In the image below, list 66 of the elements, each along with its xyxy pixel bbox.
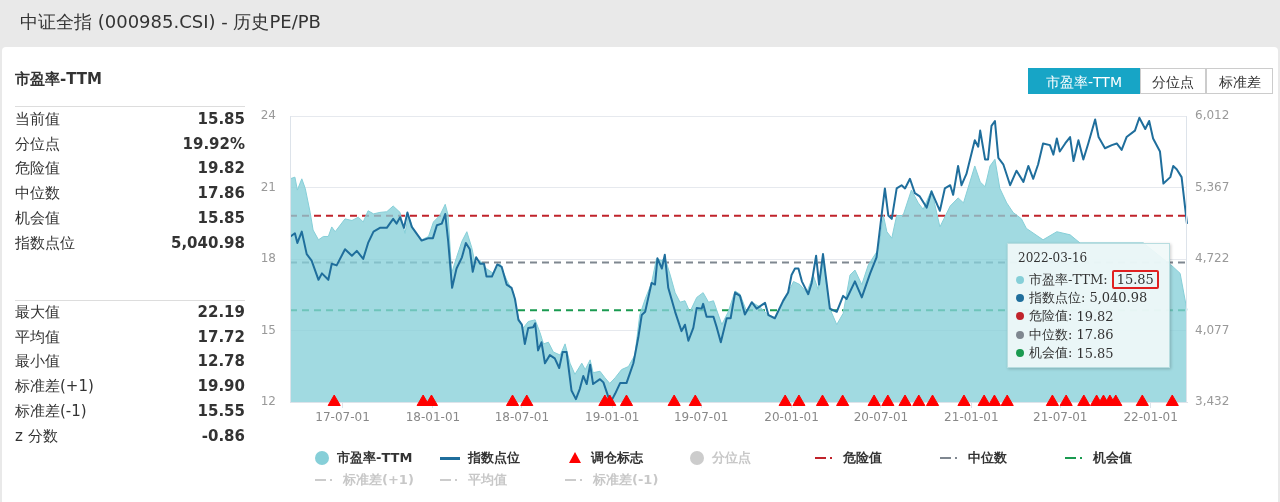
x-tick-label: 22-01-01 (1123, 410, 1178, 425)
annotation: 17.86 (1076, 327, 1114, 342)
x-tick-label: 18-01-01 (405, 410, 461, 425)
text: 分位点 (15, 134, 60, 154)
text: -0.86 (200, 426, 245, 445)
text: 15.85 (196, 208, 245, 227)
annotation: 危险值: (1029, 307, 1073, 325)
annotation: 2022-03-16 (1018, 251, 1088, 265)
text: 19.90 (196, 377, 245, 396)
text: 市盈率-TTM (15, 70, 102, 89)
annotation: 市盈率-TTM: (1029, 270, 1108, 289)
text: 中位数 (15, 184, 60, 204)
x-tick-label: 20-07-01 (853, 410, 909, 425)
annotation: 指数点位: (1029, 288, 1086, 307)
text: 22.19 (196, 303, 245, 321)
y-tick-label: 12 (260, 394, 276, 409)
x-tick-label: 18-07-01 (494, 410, 550, 425)
x-tick-label: 17-07-01 (315, 410, 370, 425)
y-tick-label: 21 (260, 179, 276, 194)
rectangle-outline: 15.85 (1111, 270, 1159, 289)
legend-label: 危险值 (843, 449, 882, 467)
text: 市盈率-TTM (1028, 68, 1140, 94)
text: 17.72 (196, 327, 245, 346)
legend-label: 市盈率-TTM (337, 449, 413, 467)
y2-tick-label: 4,722 (1195, 251, 1230, 266)
text: 标准差(-1) (15, 401, 87, 421)
text: 17.86 (196, 184, 245, 203)
text: 机会值 (15, 208, 60, 228)
text: 19.82 (196, 159, 245, 178)
annotation: 机会值: (1029, 344, 1073, 362)
text: 标准差(+1) (15, 377, 94, 397)
text: 5,040.98 (169, 233, 245, 252)
chart-title: 中证全指 (000985.CSI) - 历史PE/PB (20, 10, 321, 34)
annotation: 5,040.98 (1089, 290, 1148, 305)
legend-label: 调仓标志 (591, 449, 643, 467)
text: 12.78 (196, 352, 245, 371)
text: 15.85 (196, 110, 245, 128)
text: 标准差 (1206, 68, 1273, 94)
text: 15.55 (196, 401, 245, 420)
y-tick-label: 18 (260, 251, 276, 266)
text: 指数点位 (15, 233, 75, 253)
legend-label: 指数点位 (468, 449, 520, 467)
annotation: 19.82 (1076, 308, 1114, 324)
y2-tick-label: 6,012 (1195, 108, 1230, 123)
text: 最大值 (15, 303, 60, 322)
text: 分位点 (1140, 68, 1206, 94)
legend-label: 机会值 (1093, 449, 1132, 467)
y-tick-label: 15 (260, 322, 276, 337)
y2-tick-label: 5,367 (1195, 179, 1230, 194)
x-tick-label: 19-01-01 (585, 410, 640, 425)
annotation: 中位数: (1029, 325, 1073, 344)
x-tick-label: 20-01-01 (764, 410, 819, 425)
x-tick-label: 19-07-01 (673, 410, 729, 425)
y-tick-label: 24 (260, 108, 276, 123)
text: 平均值 (15, 327, 60, 347)
text: 最小值 (15, 352, 60, 372)
x-tick-label: 21-01-01 (944, 410, 999, 425)
legend-label: 中位数 (968, 449, 1007, 467)
y2-tick-label: 4,077 (1195, 322, 1230, 337)
text: 19.92% (181, 134, 245, 153)
text: 危险值 (15, 159, 60, 179)
text: 当前值 (15, 110, 60, 129)
text: z 分数 (15, 426, 58, 446)
y2-tick-label: 3,432 (1195, 394, 1230, 409)
annotation: 15.85 (1076, 345, 1114, 361)
x-tick-label: 21-07-01 (1033, 410, 1088, 425)
